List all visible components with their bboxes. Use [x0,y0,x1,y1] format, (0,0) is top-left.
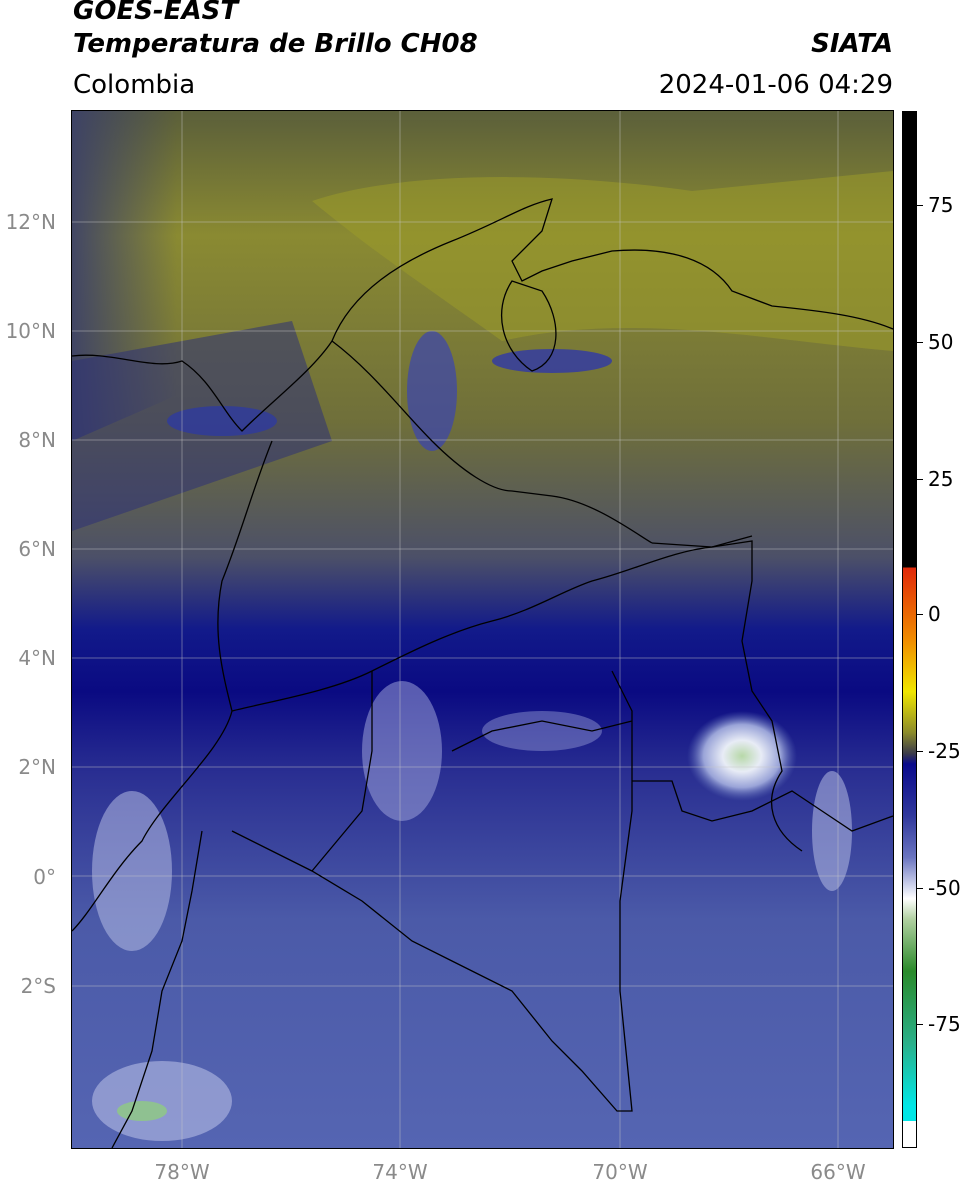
lat-label: 8°N [18,428,56,452]
lat-label: 6°N [18,537,56,561]
colorbar-tick-label: 50 [928,330,954,354]
colorbar-tick-mark [917,479,923,480]
colorbar [902,111,917,1148]
colorbar-tick-mark [917,614,923,615]
title-product: Temperatura de Brillo CH08 [73,29,478,59]
colorbar-tick-label: 75 [928,193,954,217]
colorbar-tick-label: 0 [928,602,941,626]
satellite-map [72,111,893,1148]
timestamp-label: 2024-01-06 04:29 [658,70,893,100]
lon-label: 78°W [154,1160,210,1184]
colorbar-tick-mark [917,342,923,343]
colorbar-tick-mark [917,751,923,752]
lat-label: 2°N [18,755,56,779]
lon-label: 74°W [372,1160,428,1184]
agency-label: SIATA [811,29,893,59]
colorbar-tick-mark [917,205,923,206]
title-satellite: GOES-EAST [73,0,239,26]
colorbar-tick-mark [917,888,923,889]
lat-label: 4°N [18,646,56,670]
map-frame [71,110,894,1149]
region-label: Colombia [73,70,196,100]
lon-label: 66°W [810,1160,866,1184]
lat-label: 12°N [5,210,56,234]
lat-label: 0° [33,865,56,889]
colorbar-tick-label: -50 [928,876,961,900]
colorbar-tick-mark [917,1024,923,1025]
lat-label: 2°S [20,974,56,998]
colorbar-tick-label: -25 [928,739,961,763]
lat-label: 10°N [5,319,56,343]
colorbar-tick-label: 25 [928,467,954,491]
lon-label: 70°W [592,1160,648,1184]
colorbar-tick-label: -75 [928,1012,961,1036]
